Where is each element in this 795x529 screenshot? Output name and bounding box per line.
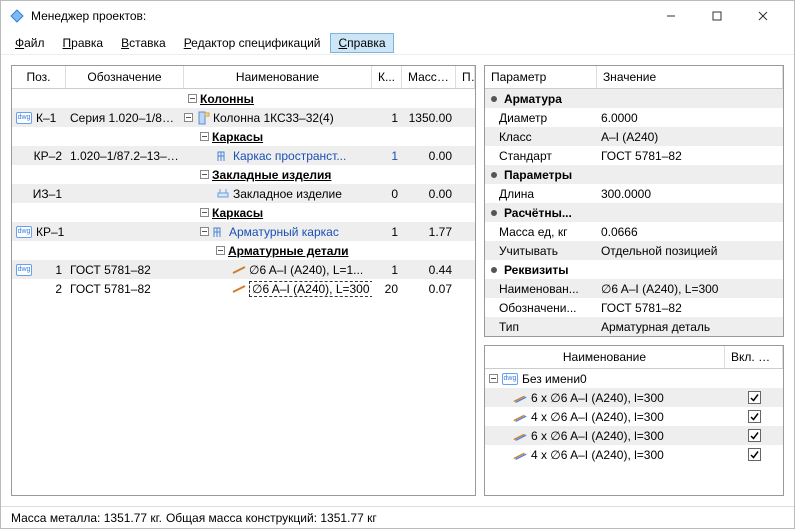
list-item[interactable]: 6 x ∅6 A–I (A240), l=300 bbox=[485, 426, 783, 445]
structure-grid: Поз. Обозначение Наименование К... Масса… bbox=[11, 65, 476, 496]
collapse-icon[interactable] bbox=[200, 227, 209, 236]
prop-group-raschet[interactable]: Расчётны... bbox=[485, 203, 783, 222]
properties-grid: Параметр Значение Арматура Диаметр6.0000… bbox=[484, 65, 784, 337]
prop-row[interactable]: Длина300.0000 bbox=[485, 184, 783, 203]
rebar-icon bbox=[232, 282, 246, 296]
prop-row[interactable]: Наименован...∅6 A–I (A240), L=300 bbox=[485, 279, 783, 298]
group-kolonny[interactable]: Колонны bbox=[12, 89, 475, 108]
embedded-part-icon bbox=[216, 187, 230, 201]
list-item[interactable]: 4 x ∅6 A–I (A240), l=300 bbox=[485, 407, 783, 426]
minimize-button[interactable] bbox=[648, 1, 694, 31]
collapse-icon[interactable] bbox=[489, 374, 498, 383]
table-row[interactable]: dwg 1 ГОСТ 5781–82 ∅6 A–I (A240), L=1...… bbox=[12, 260, 475, 279]
instances-grid: Наименование Вкл. в с... dwg Без имени0 … bbox=[484, 345, 784, 496]
prop-row[interactable]: Обозначени...ГОСТ 5781–82 bbox=[485, 298, 783, 317]
table-row[interactable]: dwg К–1 Серия 1.020–1/87 ... Колонна 1КС… bbox=[12, 108, 475, 127]
table-row[interactable]: КР–2 1.020–1/87.2–13–К05 Каркас простран… bbox=[12, 146, 475, 165]
frame-icon bbox=[212, 225, 226, 239]
col-qty[interactable]: К... bbox=[372, 66, 402, 88]
status-bar: Масса металла: 1351.77 кг. Общая масса к… bbox=[1, 506, 794, 528]
prop-row[interactable]: ТипАрматурная деталь bbox=[485, 317, 783, 336]
collapse-icon[interactable] bbox=[184, 113, 193, 122]
collapse-icon[interactable] bbox=[200, 132, 209, 141]
col-name[interactable]: Наименование bbox=[485, 346, 725, 368]
rebar-multi-icon bbox=[513, 429, 527, 443]
menu-bar: Файл Правка Вставка Редактор спецификаци… bbox=[1, 31, 794, 55]
include-checkbox[interactable] bbox=[748, 448, 761, 461]
list-root[interactable]: dwg Без имени0 bbox=[485, 369, 783, 388]
group-karkasy-1[interactable]: Каркасы bbox=[12, 127, 475, 146]
content-area: Поз. Обозначение Наименование К... Масса… bbox=[1, 55, 794, 506]
table-row[interactable]: dwg КР–1 Арматурный каркас 1 1.77 bbox=[12, 222, 475, 241]
rebar-multi-icon bbox=[513, 448, 527, 462]
prop-group-rekvizity[interactable]: Реквизиты bbox=[485, 260, 783, 279]
dwg-icon: dwg bbox=[16, 226, 32, 238]
menu-file[interactable]: Файл bbox=[7, 33, 53, 53]
rebar-icon bbox=[232, 263, 246, 277]
list-item[interactable]: 4 x ∅6 A–I (A240), l=300 bbox=[485, 445, 783, 464]
prop-group-parametry[interactable]: Параметры bbox=[485, 165, 783, 184]
menu-insert[interactable]: Вставка bbox=[113, 33, 174, 53]
close-button[interactable] bbox=[740, 1, 786, 31]
menu-edit[interactable]: Правка bbox=[55, 33, 112, 53]
include-checkbox[interactable] bbox=[748, 391, 761, 404]
col-mass[interactable]: Масса ... bbox=[402, 66, 456, 88]
col-include[interactable]: Вкл. в с... bbox=[725, 346, 783, 368]
list-item[interactable]: 6 x ∅6 A–I (A240), l=300 bbox=[485, 388, 783, 407]
prop-row[interactable]: УчитыватьОтдельной позицией bbox=[485, 241, 783, 260]
col-pos[interactable]: Поз. bbox=[12, 66, 66, 88]
title-bar: Менеджер проектов: bbox=[1, 1, 794, 31]
collapse-icon[interactable] bbox=[200, 208, 209, 217]
col-name[interactable]: Наименование bbox=[184, 66, 372, 88]
include-checkbox[interactable] bbox=[748, 429, 761, 442]
dwg-icon: dwg bbox=[502, 373, 518, 385]
status-mass-metal: Масса металла: 1351.77 кг. bbox=[11, 511, 162, 525]
col-extra[interactable]: П... bbox=[456, 66, 475, 88]
app-icon bbox=[9, 8, 25, 24]
group-zakladnye[interactable]: Закладные изделия bbox=[12, 165, 475, 184]
maximize-button[interactable] bbox=[694, 1, 740, 31]
dwg-icon: dwg bbox=[16, 264, 32, 276]
prop-row[interactable]: СтандартГОСТ 5781–82 bbox=[485, 146, 783, 165]
col-designation[interactable]: Обозначение bbox=[66, 66, 184, 88]
rebar-multi-icon bbox=[513, 410, 527, 424]
group-armdetali[interactable]: Арматурные детали bbox=[12, 241, 475, 260]
include-checkbox[interactable] bbox=[748, 410, 761, 423]
table-row-selected[interactable]: 2 ГОСТ 5781–82 ∅6 A–I (A240), L=300 20 0… bbox=[12, 279, 475, 298]
window-title: Менеджер проектов: bbox=[31, 9, 648, 23]
right-pane: Параметр Значение Арматура Диаметр6.0000… bbox=[484, 65, 784, 496]
frame-icon bbox=[216, 149, 230, 163]
prop-row[interactable]: КлассA–I (A240) bbox=[485, 127, 783, 146]
table-row[interactable]: ИЗ–1 Закладное изделие 0 0.00 bbox=[12, 184, 475, 203]
dwg-icon: dwg bbox=[16, 112, 32, 124]
prop-group-armatura[interactable]: Арматура bbox=[485, 89, 783, 108]
menu-help[interactable]: Справка bbox=[330, 33, 393, 53]
collapse-icon[interactable] bbox=[188, 94, 197, 103]
prop-row[interactable]: Диаметр6.0000 bbox=[485, 108, 783, 127]
menu-spec-editor[interactable]: Редактор спецификаций bbox=[176, 33, 329, 53]
group-karkasy-2[interactable]: Каркасы bbox=[12, 203, 475, 222]
status-mass-total: Общая масса конструкций: 1351.77 кг bbox=[166, 511, 377, 525]
collapse-icon[interactable] bbox=[200, 170, 209, 179]
rebar-multi-icon bbox=[513, 391, 527, 405]
collapse-icon[interactable] bbox=[216, 246, 225, 255]
col-param[interactable]: Параметр bbox=[485, 66, 597, 88]
col-value[interactable]: Значение bbox=[597, 66, 783, 88]
prop-row[interactable]: Масса ед, кг0.0666 bbox=[485, 222, 783, 241]
column-element-icon bbox=[196, 111, 210, 125]
